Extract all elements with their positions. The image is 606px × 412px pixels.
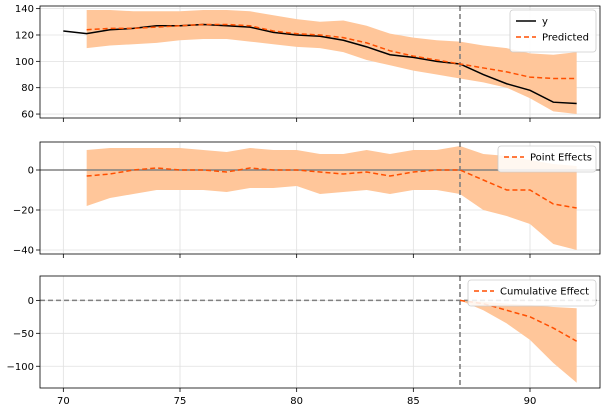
plot-frame — [39, 5, 601, 119]
legend-box — [497, 145, 597, 173]
y-tick-label: −100 — [7, 362, 34, 373]
confidence-band — [86, 146, 577, 250]
legend: Cumulative Effect — [467, 279, 597, 307]
panel-3: −100 −50 0 70 75 80 85 90 Cumulative Effect — [7, 275, 601, 407]
x-tick-label: 75 — [174, 396, 187, 407]
x-tick-label: 85 — [407, 396, 420, 407]
x-tick-label: 70 — [57, 396, 70, 407]
y-tick-label: −20 — [13, 206, 34, 217]
x-tick-label: 80 — [290, 396, 303, 407]
y-tick-label: 120 — [15, 30, 34, 41]
y-tick-label: 0 — [28, 166, 34, 177]
y-tick-label: 100 — [15, 57, 34, 68]
legend-label: Cumulative Effect — [500, 287, 589, 298]
plot-frame — [39, 141, 601, 255]
y-tick-label: 80 — [21, 83, 34, 94]
x-tick-label: 90 — [524, 396, 537, 407]
y-tick-label: 60 — [21, 110, 34, 121]
y-tick-label: 0 — [28, 296, 34, 307]
legend-box — [509, 9, 597, 53]
y-tick-label: 140 — [15, 4, 34, 15]
legend-label: Point Effects — [530, 153, 592, 164]
confidence-band — [460, 300, 577, 383]
legend: y Predicted — [509, 9, 597, 53]
series-line-y — [63, 23, 577, 105]
series-line-point-effects — [86, 167, 577, 209]
legend-label: Predicted — [542, 33, 589, 44]
panel-2: −40 −20 0 Point Effects — [13, 141, 601, 258]
series-line-predicted — [86, 23, 577, 80]
legend-box — [467, 279, 597, 307]
plot-frame — [39, 275, 601, 389]
legend-label: y — [542, 17, 548, 28]
confidence-band — [86, 9, 577, 115]
y-tick-label: −50 — [13, 329, 34, 340]
legend: Point Effects — [497, 145, 597, 173]
y-tick-label: −40 — [13, 246, 34, 257]
panel-1: 60 80 100 120 140 y Predicted — [15, 4, 601, 122]
